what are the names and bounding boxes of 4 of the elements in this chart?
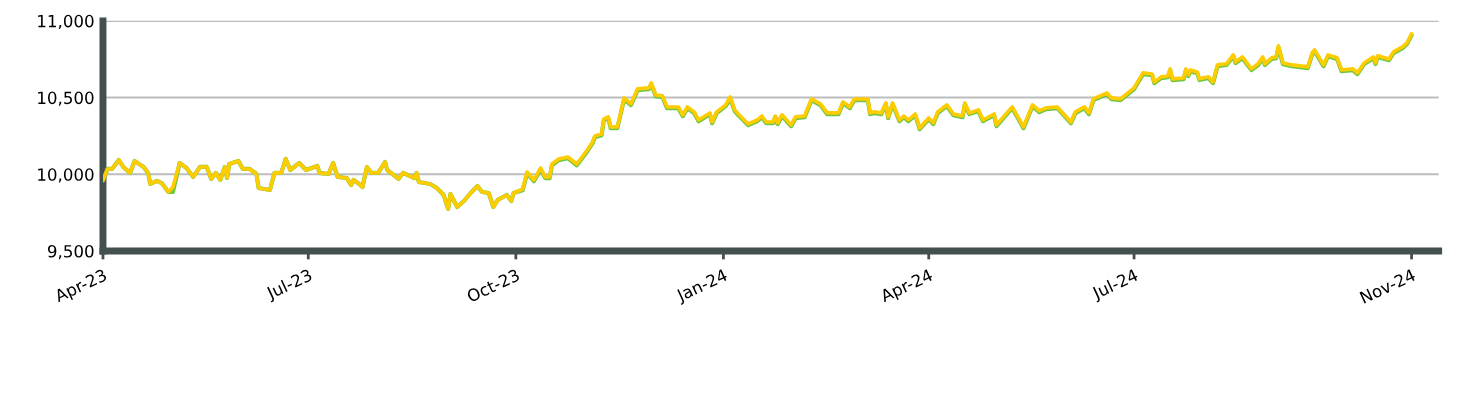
y-tick-label: 9,500 xyxy=(47,244,94,260)
y-tick-label: 11,000 xyxy=(38,14,94,30)
y-tick-label: 10,000 xyxy=(38,168,94,183)
y-tick-label: 10,500 xyxy=(38,91,94,106)
